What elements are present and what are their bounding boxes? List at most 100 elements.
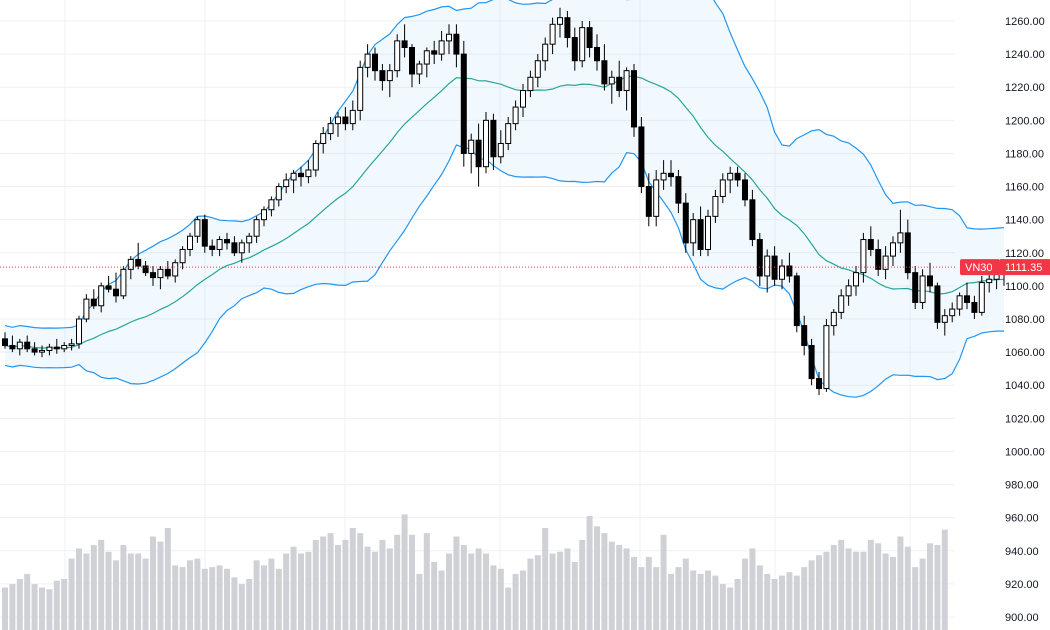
candle[interactable] [682,193,689,253]
candle[interactable] [823,319,830,392]
candle[interactable] [727,166,734,194]
candle[interactable] [594,34,600,71]
candle[interactable] [364,44,371,78]
candle[interactable] [83,294,90,323]
candle[interactable] [934,282,941,329]
candle[interactable] [941,309,948,336]
candle[interactable] [120,266,127,300]
candle[interactable] [446,24,452,55]
candle[interactable] [875,239,882,276]
candle[interactable] [919,269,926,310]
candle[interactable] [956,292,963,316]
candle[interactable] [808,338,815,386]
candle[interactable] [150,266,156,286]
price-axis[interactable]: 900.00 920.00 940.00 960.00 980.00 1000.00 102… [1005,16,1045,624]
candle[interactable] [534,54,541,88]
candle[interactable] [623,67,630,111]
candle[interactable] [616,60,623,98]
candle[interactable] [645,173,652,227]
candle[interactable] [2,332,8,349]
candle[interactable] [964,282,970,310]
candle[interactable] [771,246,778,286]
candle[interactable] [631,64,637,137]
candle[interactable] [668,160,674,187]
candle[interactable] [283,173,290,194]
candle[interactable] [394,34,401,78]
candle[interactable] [690,213,697,257]
candle[interactable] [290,170,297,194]
candle[interactable] [312,140,319,177]
candle[interactable] [135,242,142,270]
candle[interactable] [327,117,334,141]
candle[interactable] [779,259,785,290]
candle[interactable] [164,261,171,280]
candle[interactable] [386,64,393,98]
candle[interactable] [468,133,475,174]
candle[interactable] [742,173,748,207]
candle[interactable] [608,70,615,104]
candle[interactable] [712,189,719,223]
candle[interactable] [793,272,800,333]
candle[interactable] [586,21,593,58]
candle[interactable] [660,160,667,190]
candle[interactable] [194,216,201,243]
candle[interactable] [16,338,23,356]
candle[interactable] [320,126,327,154]
candle[interactable] [31,342,38,356]
candle[interactable] [949,302,956,323]
candle[interactable] [416,60,423,84]
candle[interactable] [238,239,245,263]
candle[interactable] [816,371,822,396]
candle[interactable] [579,21,586,68]
candle[interactable] [571,27,578,71]
candle[interactable] [113,272,119,303]
candle[interactable] [357,60,364,121]
candle[interactable] [978,275,985,316]
candle[interactable] [653,170,660,227]
candle[interactable] [697,206,704,257]
candle[interactable] [542,37,549,71]
candle[interactable] [453,24,460,68]
candle[interactable] [24,335,31,353]
candle[interactable] [830,309,837,336]
candle[interactable] [845,279,852,306]
candle[interactable] [224,232,230,250]
candle[interactable] [853,266,859,296]
candle[interactable] [268,196,275,217]
candle[interactable] [105,275,112,293]
candle[interactable] [61,342,68,353]
candle[interactable] [557,7,563,38]
candle[interactable] [786,252,793,283]
candle[interactable] [882,246,889,280]
candle[interactable] [142,261,149,276]
candle[interactable] [157,266,164,290]
candle[interactable] [209,239,216,257]
candle[interactable] [349,100,356,131]
candle[interactable] [423,47,430,78]
candle[interactable] [490,113,497,170]
candle[interactable] [756,232,763,286]
candle[interactable] [564,11,571,48]
candle[interactable] [719,173,726,204]
candle[interactable] [438,30,445,61]
candle[interactable] [275,183,282,207]
candle[interactable] [401,24,408,58]
candle[interactable] [890,236,896,267]
candle[interactable] [53,338,60,354]
candle[interactable] [549,17,556,55]
candle[interactable] [904,219,911,280]
candle[interactable] [216,236,223,257]
candle[interactable] [512,100,519,131]
candle[interactable] [912,266,919,310]
candle[interactable] [379,64,386,91]
candle[interactable] [860,232,867,283]
candle[interactable] [897,209,904,253]
candle[interactable] [927,262,933,293]
candle[interactable] [298,166,304,187]
candle[interactable] [76,315,82,349]
candle[interactable] [749,189,756,247]
candle[interactable] [335,112,341,137]
candle[interactable] [527,70,534,98]
candle[interactable] [90,289,97,310]
